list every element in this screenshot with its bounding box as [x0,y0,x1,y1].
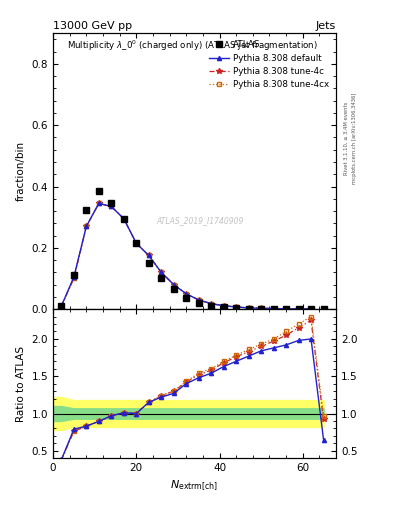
Legend: ATLAS, Pythia 8.308 default, Pythia 8.308 tune-4c, Pythia 8.308 tune-4cx: ATLAS, Pythia 8.308 default, Pythia 8.30… [207,38,332,92]
Text: ATLAS_2019_I1740909: ATLAS_2019_I1740909 [156,217,244,225]
X-axis label: $N_{\mathrm{extrm[ch]}}$: $N_{\mathrm{extrm[ch]}}$ [171,479,219,493]
Y-axis label: Ratio to ATLAS: Ratio to ATLAS [16,346,26,422]
Text: Multiplicity $\lambda\_0^0$ (charged only) (ATLAS jet fragmentation): Multiplicity $\lambda\_0^0$ (charged onl… [67,39,318,53]
Text: Rivet 3.1.10, ≥ 3.4M events: Rivet 3.1.10, ≥ 3.4M events [344,101,349,175]
Y-axis label: fraction/bin: fraction/bin [16,141,26,201]
Text: mcplots.cern.ch [arXiv:1306.3436]: mcplots.cern.ch [arXiv:1306.3436] [352,93,357,184]
Text: Jets: Jets [316,21,336,31]
Text: 13000 GeV pp: 13000 GeV pp [53,21,132,31]
